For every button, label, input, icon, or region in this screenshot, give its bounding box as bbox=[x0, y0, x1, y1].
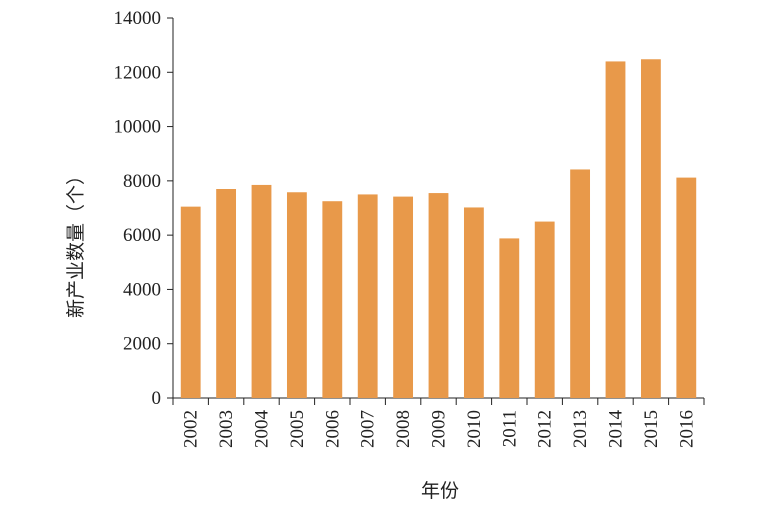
bar-2002 bbox=[180, 206, 201, 398]
bar-2004 bbox=[251, 184, 272, 398]
bar-2012 bbox=[534, 221, 555, 398]
bar-2007 bbox=[357, 194, 378, 398]
y-tick-label: 8000 bbox=[123, 171, 161, 192]
x-tick-label: 2012 bbox=[535, 410, 556, 448]
bar-2005 bbox=[286, 192, 307, 398]
y-tick-label: 12000 bbox=[114, 62, 162, 83]
bar-2013 bbox=[570, 169, 591, 398]
bar-2014 bbox=[605, 61, 626, 399]
y-tick-label: 10000 bbox=[114, 117, 162, 138]
bar-2003 bbox=[216, 189, 237, 398]
bars bbox=[180, 59, 697, 399]
x-tick-label: 2002 bbox=[181, 410, 202, 448]
x-tick-label: 2011 bbox=[499, 410, 520, 447]
x-tick-label: 2005 bbox=[287, 410, 308, 448]
x-tick-label: 2013 bbox=[570, 410, 591, 448]
y-tick-label: 14000 bbox=[114, 8, 162, 29]
x-tick-label: 2006 bbox=[322, 410, 343, 448]
y-tick-label: 6000 bbox=[123, 225, 161, 246]
x-axis-title: 年份 bbox=[421, 480, 459, 502]
y-tick-label: 2000 bbox=[123, 334, 161, 355]
bar-2011 bbox=[499, 238, 520, 398]
x-tick-label: 2014 bbox=[606, 410, 627, 449]
x-tick-label: 2007 bbox=[358, 410, 379, 448]
x-tick-label: 2015 bbox=[641, 410, 662, 448]
y-axis: 0 2000 4000 6000 8000 10000 12000 14000 bbox=[114, 8, 174, 409]
y-tick-label: 4000 bbox=[123, 279, 161, 300]
x-tick-label: 2003 bbox=[216, 410, 237, 448]
x-tick-label: 2010 bbox=[464, 410, 485, 448]
bar-2008 bbox=[393, 196, 414, 398]
bar-2009 bbox=[428, 193, 449, 398]
bar-2010 bbox=[463, 207, 484, 398]
bar-2015 bbox=[640, 59, 661, 398]
bar-2006 bbox=[322, 201, 343, 398]
bar-2016 bbox=[676, 177, 697, 398]
y-axis-title: 新产业数量（个） bbox=[65, 166, 87, 318]
x-tick-label: 2008 bbox=[393, 410, 414, 448]
x-tick-label: 2004 bbox=[252, 410, 273, 449]
x-axis: 2002 2003 2004 2005 2006 2007 2008 2009 2010 2011… bbox=[172, 397, 705, 449]
x-tick-label: 2016 bbox=[676, 410, 697, 448]
y-tick-label: 0 bbox=[152, 388, 162, 409]
x-tick-label: 2009 bbox=[429, 410, 450, 448]
